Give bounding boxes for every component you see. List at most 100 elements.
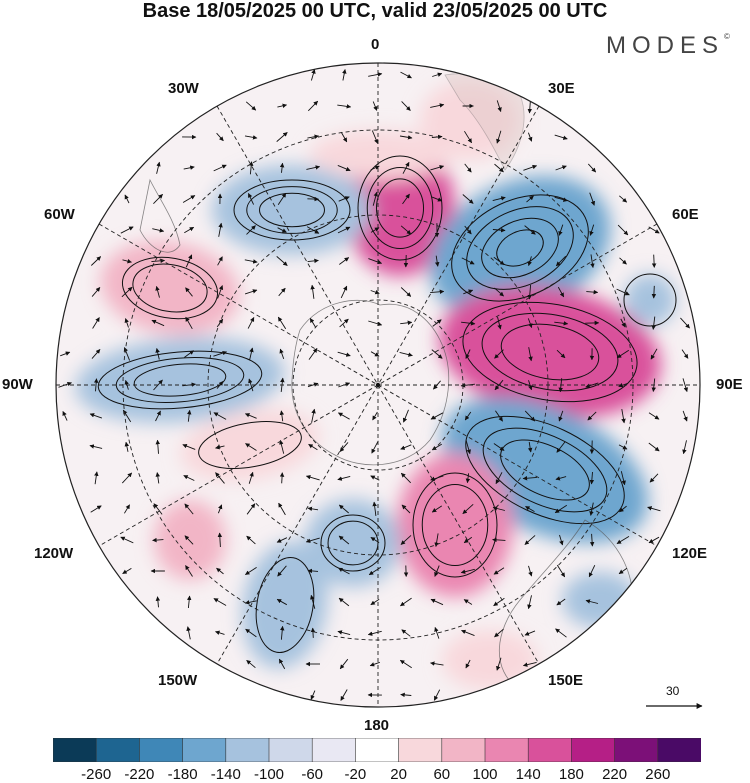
wind-vector [524,410,536,422]
lon-label-60e: 60E [672,206,699,223]
wind-vector [155,285,160,298]
colorbar-swatch [614,738,659,762]
anomaly-region [100,241,240,335]
wind-vector [340,285,348,299]
wind-vector [554,321,569,326]
polar-map [55,62,701,708]
wind-vector [372,501,377,516]
wind-vector [368,566,382,576]
anomaly-region [420,80,520,160]
wind-vector [277,316,287,330]
wind-vector [279,625,285,640]
colorbar-swatch [657,738,701,762]
wind-vector [465,473,471,484]
colorbar-swatch [398,738,443,762]
wind-vector [340,131,348,143]
wind-vector [527,595,532,610]
wind-vector [461,257,475,265]
height-contour [97,350,263,410]
wind-vector [399,135,413,140]
height-contour [357,155,443,261]
wind-vector [278,287,286,297]
height-contour [466,206,574,290]
wind-vector [246,225,256,235]
wind-vector [400,225,412,235]
wind-vector [460,568,475,574]
wind-vector [276,537,288,543]
lon-label-0: 0 [371,36,380,53]
wind-vector [524,630,536,636]
wind-vector [651,316,656,330]
wind-vector [184,535,194,545]
wind-vector [248,471,254,484]
colorbar-tick-label: -60 [301,766,324,783]
wind-vector [464,225,472,235]
wind-vector [432,72,443,77]
wind-vector [494,628,504,638]
wind-vector [185,287,193,297]
wind-vector [372,101,378,111]
wind-vector [682,378,688,393]
height-contour [133,363,227,397]
wind-vector [524,535,536,545]
wind-vector [339,318,349,328]
wind-vector [558,410,564,422]
anomaly-region [442,630,538,690]
wind-vector [494,163,504,173]
wind-vector [554,134,568,140]
wind-vector [278,502,286,516]
wind-vector [371,130,379,144]
wind-vector [400,597,412,607]
wind-vector [372,411,378,421]
wind-vector [430,661,444,666]
wind-vector [496,657,502,671]
wind-vector [122,568,132,574]
wind-vector [492,506,506,511]
wind-vector [432,319,442,327]
wind-vector [585,599,599,604]
wind-vector [522,661,537,667]
wind-vector [559,534,564,546]
wind-vector [155,410,161,422]
wind-vector [89,444,103,449]
height-contour [246,186,338,234]
wind-vector [247,192,255,205]
wind-vector [278,658,286,670]
wind-vector [153,503,163,515]
wind-vector [185,316,193,330]
height-contour [623,273,677,327]
colorbar-swatch [441,738,486,762]
wind-vector [121,472,133,484]
anomaly-region [75,337,285,423]
wind-vector [279,410,285,422]
wind-vector [124,504,130,514]
wind-vector [91,349,101,359]
wind-vector [401,101,411,111]
wind-vector [527,284,532,300]
wind-vector [307,100,319,112]
wind-vector [155,348,160,360]
wind-vector [339,257,350,265]
wind-vector [245,101,257,111]
wind-vector [399,351,413,357]
wind-vector [493,597,505,607]
wind-vector [402,409,409,423]
anomaly-region [397,453,513,597]
wind-vector [310,69,316,81]
wind-vector [183,165,195,170]
height-contour [233,179,351,241]
wind-vector [213,164,227,172]
height-contour [132,263,208,313]
wind-vector [588,565,596,578]
wind-vector [618,444,628,450]
colorbar-tick-label: -140 [210,766,241,783]
wind-vector [556,598,566,606]
wind-vector [62,410,68,421]
brand-mark: © [724,32,730,41]
height-contour [500,323,600,381]
wind-vector [279,162,285,173]
wind-vector [430,165,445,171]
wind-vector [523,164,538,171]
wind-vector [558,224,564,236]
wind-vector [464,130,472,144]
